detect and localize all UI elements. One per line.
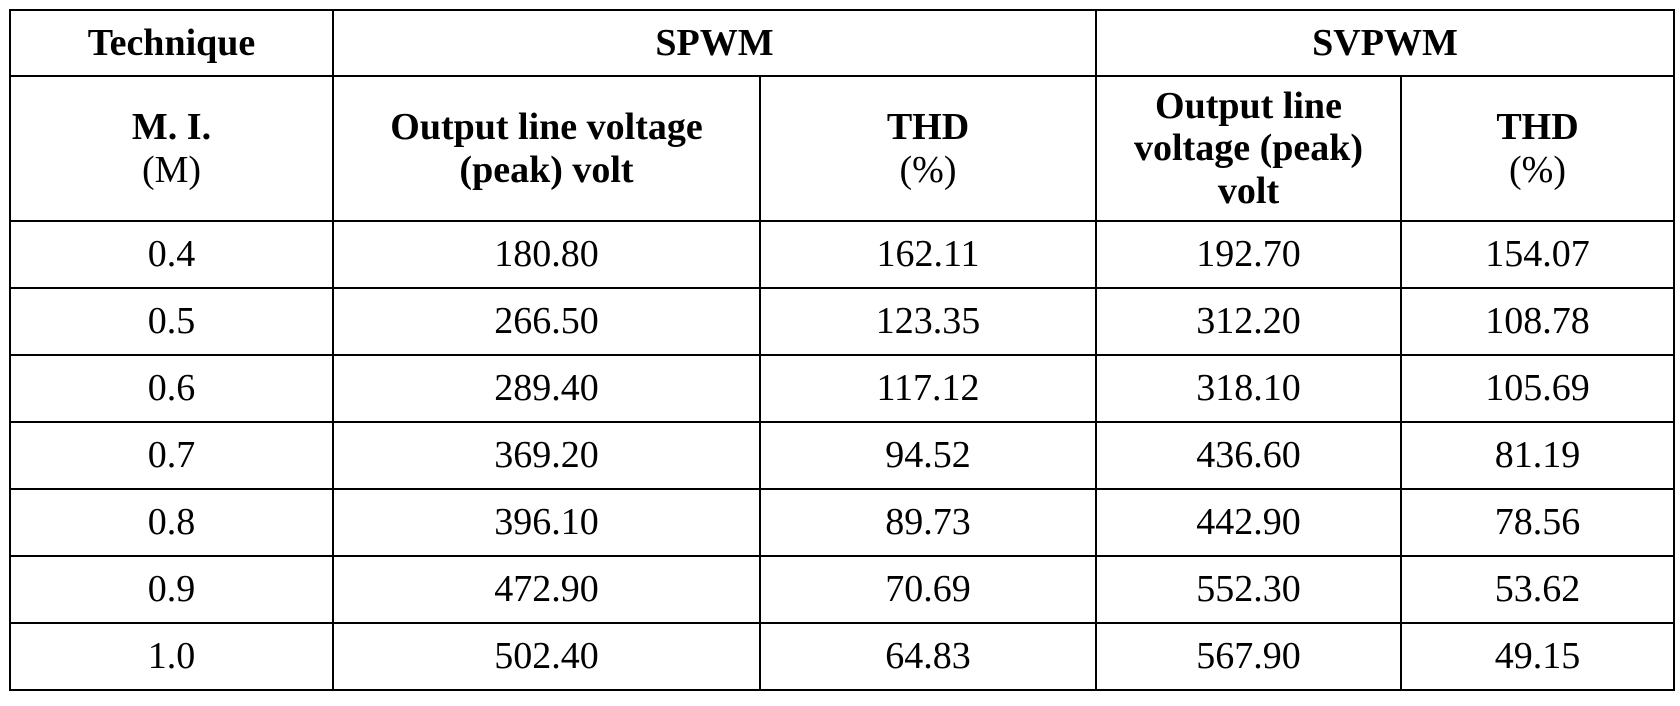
data-cell: 94.52 — [759, 421, 1097, 490]
data-cell: 567.90 — [1095, 622, 1402, 691]
data-cell: 1.0 — [9, 622, 334, 691]
data-cell: 0.9 — [9, 555, 334, 624]
data-cell: 0.5 — [9, 287, 334, 356]
data-row: 0.8 396.10 89.73 442.90 78.56 — [9, 488, 1675, 557]
data-row: 1.0 502.40 64.83 567.90 49.15 — [9, 622, 1675, 691]
header-row: Technique SPWM SVPWM — [9, 9, 1675, 77]
data-row: 0.7 369.20 94.52 436.60 81.19 — [9, 421, 1675, 490]
data-cell: 318.10 — [1095, 354, 1402, 423]
data-cell: 89.73 — [759, 488, 1097, 557]
data-cell: 369.20 — [332, 421, 761, 490]
data-cell: 502.40 — [332, 622, 761, 691]
data-cell: 0.6 — [9, 354, 334, 423]
subheader-bold: THD — [886, 105, 970, 148]
data-cell: 49.15 — [1400, 622, 1675, 691]
subheader-row: M. I. (M) Output line voltage (peak) volt T… — [9, 75, 1675, 222]
subheader-bold: M. I. — [131, 105, 212, 148]
subheader-cell: Output line voltage (peak) volt — [332, 75, 761, 222]
subheader-bold: Output line voltage (peak) volt — [1133, 84, 1364, 212]
data-cell: 192.70 — [1095, 220, 1402, 289]
data-cell: 0.8 — [9, 488, 334, 557]
subheader-unit: (M) — [141, 148, 202, 191]
subheader-unit: (%) — [1509, 148, 1566, 191]
data-cell: 312.20 — [1095, 287, 1402, 356]
data-cell: 108.78 — [1400, 287, 1675, 356]
data-cell: 117.12 — [759, 354, 1097, 423]
data-cell: 289.40 — [332, 354, 761, 423]
header-cell: Technique — [9, 9, 334, 77]
data-cell: 442.90 — [1095, 488, 1402, 557]
data-cell: 162.11 — [759, 220, 1097, 289]
subheader-unit: (%) — [899, 148, 957, 191]
subheader-cell: THD (%) — [759, 75, 1097, 222]
data-row: 0.4 180.80 162.11 192.70 154.07 — [9, 220, 1675, 289]
data-cell: 0.7 — [9, 421, 334, 490]
subheader-cell: M. I. (M) — [9, 75, 334, 222]
data-cell: 81.19 — [1400, 421, 1675, 490]
data-cell: 552.30 — [1095, 555, 1402, 624]
data-cell: 70.69 — [759, 555, 1097, 624]
data-cell: 154.07 — [1400, 220, 1675, 289]
subheader-cell: Output line voltage (peak) volt — [1095, 75, 1402, 222]
data-row: 0.9 472.90 70.69 552.30 53.62 — [9, 555, 1675, 624]
subheader-bold: THD — [1496, 105, 1579, 148]
data-cell: 64.83 — [759, 622, 1097, 691]
data-cell: 105.69 — [1400, 354, 1675, 423]
data-cell: 472.90 — [332, 555, 761, 624]
data-table: Technique SPWM SVPWM M. I. (M) Output line… — [9, 9, 1675, 691]
header-cell: SVPWM — [1095, 9, 1675, 77]
data-cell: 396.10 — [332, 488, 761, 557]
data-cell: 0.4 — [9, 220, 334, 289]
data-cell: 266.50 — [332, 287, 761, 356]
header-cell: SPWM — [332, 9, 1097, 77]
data-cell: 123.35 — [759, 287, 1097, 356]
table-body: Technique SPWM SVPWM M. I. (M) Output line… — [9, 9, 1675, 691]
data-cell: 53.62 — [1400, 555, 1675, 624]
data-row: 0.5 266.50 123.35 312.20 108.78 — [9, 287, 1675, 356]
data-row: 0.6 289.40 117.12 318.10 105.69 — [9, 354, 1675, 423]
data-cell: 436.60 — [1095, 421, 1402, 490]
data-cell: 180.80 — [332, 220, 761, 289]
subheader-bold: Output line voltage (peak) volt — [390, 105, 703, 191]
subheader-cell: THD (%) — [1400, 75, 1675, 222]
data-cell: 78.56 — [1400, 488, 1675, 557]
